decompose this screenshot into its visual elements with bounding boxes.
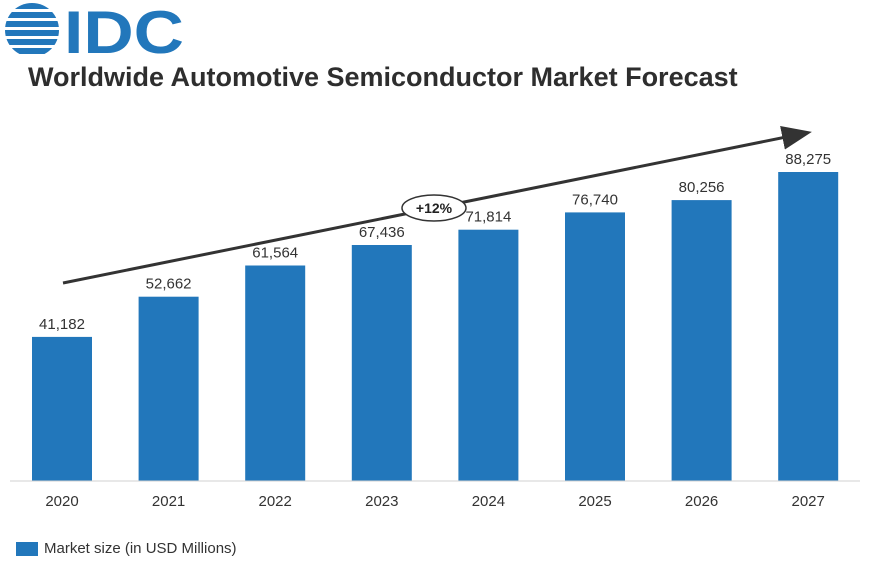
x-tick-2024: 2024	[472, 493, 505, 510]
x-tick-2020: 2020	[45, 493, 78, 510]
x-tick-2025: 2025	[578, 493, 611, 510]
growth-badge	[401, 194, 467, 222]
value-label-2020: 41,182	[39, 316, 85, 333]
bar-2027	[778, 172, 839, 481]
logo-stripe	[5, 12, 59, 18]
idc-logo: IDC	[5, 2, 184, 58]
x-tick-2026: 2026	[685, 493, 718, 510]
x-tick-2022: 2022	[259, 493, 292, 510]
value-label-2022: 61,564	[252, 245, 298, 262]
bar-2021	[138, 296, 199, 481]
chart-title: Worldwide Automotive Semiconductor Marke…	[28, 62, 738, 92]
bar-chart: 2020 2021 2022 2023 2024 2025 2026 2027 41,182 5…	[10, 125, 860, 510]
logo-stripe	[5, 3, 59, 9]
bars-layer	[32, 172, 839, 481]
value-label-2025: 76,740	[572, 191, 618, 208]
x-tick-2023: 2023	[365, 493, 398, 510]
legend-label: Market size (in USD Millions)	[44, 540, 237, 557]
value-labels: 41,182 52,662 61,564 67,436 71,814 76,740 80,2…	[39, 151, 831, 333]
growth-annotation: +12%	[416, 200, 453, 216]
bar-2024	[458, 229, 519, 481]
value-label-2026: 80,256	[679, 179, 725, 196]
bar-2026	[671, 200, 732, 481]
logo-wordmark: IDC	[64, 2, 184, 58]
bar-2020	[32, 336, 92, 481]
x-tick-labels: 2020 2021 2022 2023 2024 2025 2026 2027	[45, 493, 825, 510]
bar-2022	[245, 265, 306, 481]
value-label-2021: 52,662	[146, 276, 192, 293]
bar-2023	[351, 245, 412, 481]
value-label-2027: 88,275	[785, 151, 831, 168]
x-tick-2021: 2021	[152, 493, 185, 510]
value-label-2023: 67,436	[359, 224, 405, 241]
legend: Market size (in USD Millions)	[16, 540, 237, 557]
bar-2025	[565, 212, 625, 481]
x-tick-2027: 2027	[792, 493, 825, 510]
globe-icon	[5, 3, 59, 54]
logo-stripe	[5, 48, 59, 54]
legend-swatch	[16, 541, 38, 556]
trend-arrow: +12%	[62, 125, 812, 285]
logo-stripe	[5, 30, 59, 36]
value-label-2024: 71,814	[465, 209, 511, 226]
logo-stripe	[5, 39, 59, 45]
logo-stripe	[5, 21, 59, 27]
